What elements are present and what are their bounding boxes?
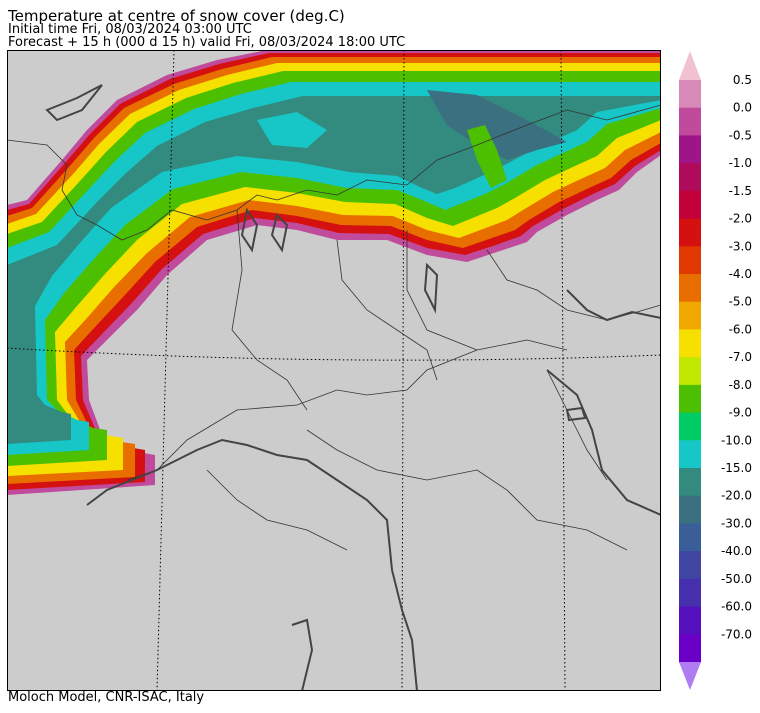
adriatic-coast — [566, 289, 661, 322]
snow-band-7 — [427, 90, 567, 160]
border-line — [7, 104, 661, 241]
colorbar-swatch — [679, 357, 701, 386]
lake-elba — [565, 406, 587, 422]
colorbar-swatch — [679, 246, 701, 275]
snow-band-8 — [467, 125, 507, 188]
snow-band-9 — [257, 112, 327, 148]
graticule — [7, 50, 661, 691]
colorbar-swatch — [679, 274, 701, 303]
border-line — [126, 339, 568, 481]
lake-maggiore — [240, 207, 259, 253]
colorbar-upper-extend — [679, 51, 701, 80]
corsica-coast — [291, 618, 314, 691]
colorbar-swatch — [679, 80, 701, 109]
colorbar-label: -3.0 — [729, 239, 752, 253]
colorbar-swatch — [679, 523, 701, 552]
model-credit: Moloch Model, CNR-ISAC, Italy — [8, 690, 205, 705]
colorbar-swatch — [679, 440, 701, 469]
colorbar-label: -10.0 — [721, 433, 752, 447]
colorbar-lower-extend — [679, 662, 701, 690]
border-line — [231, 209, 308, 411]
border-line — [336, 239, 438, 381]
colorbar-label: -5.0 — [729, 295, 752, 309]
colorbar-labels: 0.5 0.0 -0.5 -1.0 -1.5 -2.0 -3.0 -4.0 -5.0 -6.0 -7… — [721, 73, 752, 641]
border-line — [406, 230, 478, 351]
meridian-line — [560, 50, 566, 691]
colorbar-label: -70.0 — [721, 627, 752, 641]
colorbar-label: -20.0 — [721, 489, 752, 503]
colorbar-swatch — [679, 135, 701, 164]
lake-garda — [423, 262, 439, 314]
colorbar-swatch — [679, 468, 701, 497]
border-line — [306, 429, 628, 551]
colorbar-swatch — [679, 412, 701, 441]
border-line — [546, 369, 608, 481]
colorbar-label: 0.0 — [733, 101, 752, 115]
colorbar-label: -15.0 — [721, 461, 752, 475]
colorbar-swatch — [679, 329, 701, 358]
colorbar-swatch — [679, 606, 701, 635]
colorbar-label: -6.0 — [729, 322, 752, 336]
colorbar-label: -4.0 — [729, 267, 752, 281]
colorbar-label: -40.0 — [721, 544, 752, 558]
colorbar-label: -8.0 — [729, 378, 752, 392]
colorbar-swatch — [679, 190, 701, 220]
colorbar: 0.5 0.0 -0.5 -1.0 -1.5 -2.0 -3.0 -4.0 -5.0 -6.0 -7… — [679, 51, 752, 690]
colorbar-label: 0.5 — [733, 73, 752, 87]
colorbar-label: -2.0 — [729, 212, 752, 226]
border-line — [486, 249, 661, 321]
lake-como — [270, 213, 289, 253]
forecast-validity: Forecast + 15 h (000 d 15 h) valid Fri, … — [8, 35, 406, 50]
colorbar-swatch — [679, 163, 701, 192]
borders — [7, 104, 661, 551]
parallel-line — [7, 347, 661, 361]
coastlines — [45, 84, 661, 691]
map-title: Temperature at centre of snow cover (deg… — [8, 7, 345, 25]
map-panel — [7, 50, 661, 691]
colorbar-swatches — [679, 80, 701, 663]
tyrrhenian-coast — [86, 438, 418, 691]
colorbar-label: -60.0 — [721, 600, 752, 614]
meridian-line — [401, 50, 405, 691]
colorbar-swatch — [679, 495, 701, 525]
colorbar-label: -7.0 — [729, 350, 752, 364]
colorbar-label: -0.5 — [729, 128, 752, 142]
colorbar-swatch — [679, 107, 701, 137]
meridian-line — [156, 50, 175, 691]
colorbar-swatch — [679, 634, 701, 663]
adriatic-coast-west — [546, 369, 661, 516]
lake-geneva — [45, 84, 103, 122]
colorbar-label: -9.0 — [729, 406, 752, 420]
map-frame — [7, 50, 661, 691]
colorbar-swatch — [679, 384, 701, 414]
colorbar-swatch — [679, 578, 701, 608]
colorbar-label: -50.0 — [721, 572, 752, 586]
snow-band-6 — [7, 96, 661, 444]
colorbar-label: -30.0 — [721, 516, 752, 530]
colorbar-label: -1.0 — [729, 156, 752, 170]
colorbar-swatch — [679, 551, 701, 580]
initial-time: Initial time Fri, 08/03/2024 03:00 UTC — [8, 22, 252, 37]
colorbar-label: -1.5 — [729, 184, 752, 198]
border-line — [206, 469, 348, 551]
colorbar-swatch — [679, 301, 701, 331]
colorbar-swatch — [679, 218, 701, 247]
